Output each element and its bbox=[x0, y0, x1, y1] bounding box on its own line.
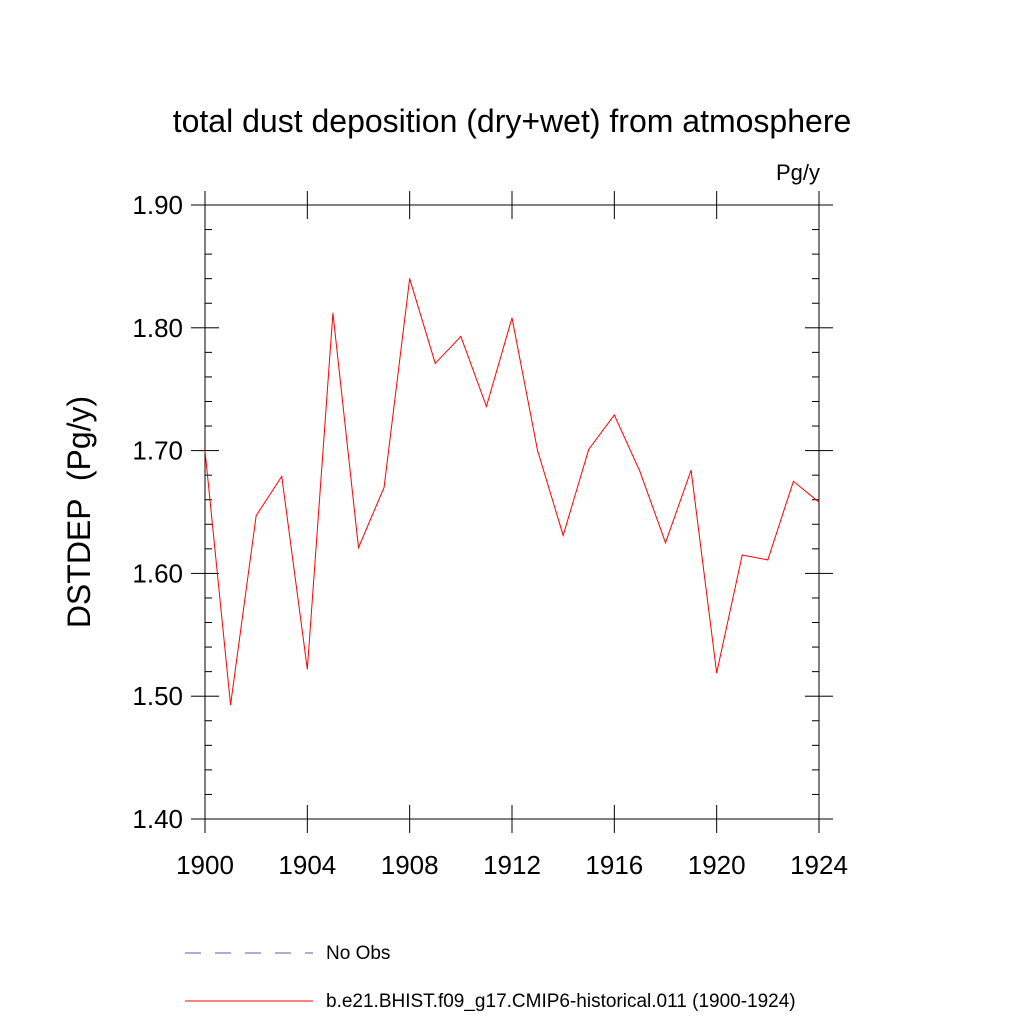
data-point bbox=[511, 317, 513, 319]
x-tick-label: 1916 bbox=[585, 850, 643, 880]
data-point bbox=[537, 450, 539, 452]
x-tick-label: 1900 bbox=[176, 850, 234, 880]
data-point bbox=[409, 278, 411, 280]
data-point bbox=[690, 469, 692, 471]
y-axis-ticks: 1.40 1.50 1.60 1.70 1.80 1.90 bbox=[132, 190, 833, 834]
data-point bbox=[485, 405, 487, 407]
data-point bbox=[665, 542, 666, 544]
data-point bbox=[460, 335, 462, 337]
x-tick-label: 1908 bbox=[381, 850, 439, 880]
y-axis-label: DSTDEP (Pg/y) bbox=[61, 396, 97, 628]
data-point bbox=[383, 486, 385, 488]
data-point bbox=[613, 414, 615, 416]
data-point bbox=[639, 470, 641, 472]
x-tick-label: 1912 bbox=[483, 850, 541, 880]
y-tick-label: 1.40 bbox=[132, 804, 183, 834]
data-point bbox=[741, 554, 743, 556]
x-axis-ticks: 1900 1904 1908 1912 1916 1920 1924 bbox=[176, 191, 848, 880]
x-tick-label: 1924 bbox=[790, 850, 848, 880]
y-tick-label: 1.50 bbox=[132, 681, 183, 711]
legend-label-no-obs: No Obs bbox=[326, 943, 390, 964]
x-tick-label: 1904 bbox=[278, 850, 336, 880]
series-line-1 bbox=[204, 278, 820, 705]
data-point bbox=[562, 534, 564, 536]
data-point bbox=[818, 501, 820, 503]
x-tick-label: 1920 bbox=[688, 850, 746, 880]
data-point bbox=[434, 362, 436, 364]
data-point bbox=[306, 668, 308, 670]
data-point bbox=[204, 450, 206, 452]
data-point bbox=[332, 312, 334, 314]
y-tick-label: 1.70 bbox=[132, 436, 183, 466]
y-tick-label: 1.80 bbox=[132, 313, 183, 343]
legend: No Obs b.e21.BHIST.f09_g17.CMIP6-histori… bbox=[185, 943, 796, 1012]
units-label: Pg/y bbox=[776, 160, 820, 185]
series-lines bbox=[204, 278, 820, 706]
data-point bbox=[716, 672, 718, 674]
data-point bbox=[358, 547, 359, 549]
y-tick-label: 1.90 bbox=[132, 190, 183, 220]
chart-title: total dust deposition (dry+wet) from atm… bbox=[173, 103, 852, 139]
data-point bbox=[588, 448, 590, 450]
data-point bbox=[230, 704, 232, 706]
data-point bbox=[767, 559, 769, 561]
data-point bbox=[792, 480, 794, 482]
plot-frame bbox=[204, 204, 820, 820]
legend-label-historical-011: b.e21.BHIST.f09_g17.CMIP6-historical.011… bbox=[326, 991, 796, 1012]
y-tick-label: 1.60 bbox=[132, 558, 183, 588]
data-point bbox=[281, 475, 283, 477]
data-point bbox=[255, 515, 257, 517]
